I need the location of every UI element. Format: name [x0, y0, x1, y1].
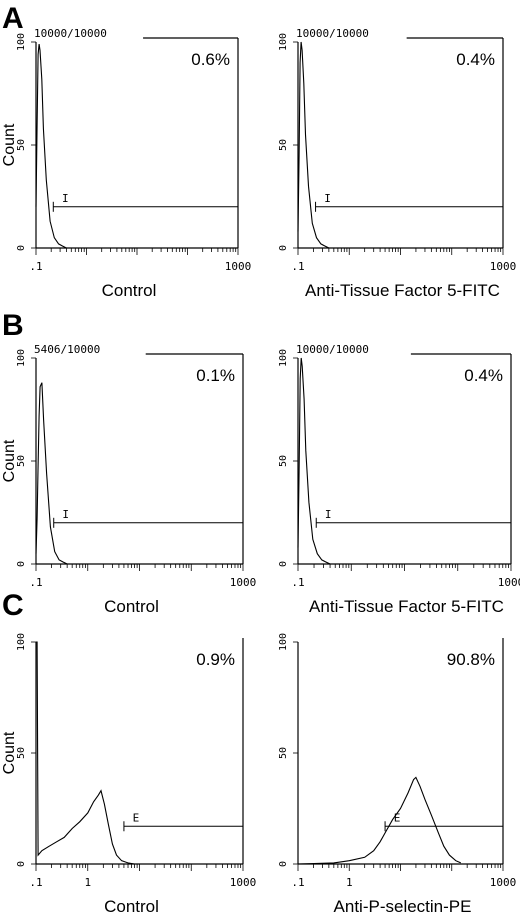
x-tick-label: 1000: [490, 260, 517, 273]
x-tick-label: .1: [291, 876, 304, 889]
gate-label: E: [394, 811, 401, 824]
histogram-panel-b-right: 100 50 0 .1 1000 10000/10000 0.4% I Anti-Tissue …: [278, 343, 520, 616]
y-tick-label: 0: [278, 245, 289, 251]
x-tick-label: 1000: [230, 576, 257, 589]
y-tick-label: 50: [16, 455, 27, 467]
gate-label: I: [324, 192, 331, 205]
y-tick-label: 0: [278, 861, 289, 867]
x-tick-label: 1: [346, 876, 353, 889]
histogram-panel-a-right: 100 50 0 .1 1000 10000/10000 0.4% I Anti-Tissue …: [278, 27, 516, 300]
percent-positive-label: 0.4%: [464, 366, 503, 385]
y-tick-label: 100: [278, 349, 289, 367]
y-tick-label: 0: [16, 561, 27, 567]
y-tick-label: 50: [278, 455, 289, 467]
histogram-curve: [36, 641, 135, 865]
x-axis-label: Anti-P-selectin-PE: [334, 897, 472, 913]
percent-positive-label: 0.9%: [196, 650, 235, 669]
histogram-curve: [35, 44, 67, 249]
y-tick-label: 100: [16, 349, 27, 367]
histogram-curve: [35, 382, 68, 565]
percent-positive-label: 90.8%: [447, 650, 495, 669]
panel-letter-a: A: [2, 2, 24, 35]
percent-positive-label: 0.4%: [456, 50, 495, 69]
x-tick-label: .1: [291, 576, 304, 589]
y-tick-label: 0: [278, 561, 289, 567]
event-count: 10000/10000: [296, 343, 369, 356]
y-tick-label: 0: [16, 861, 27, 867]
histogram-curve: [297, 776, 462, 865]
event-count: 10000/10000: [296, 27, 369, 40]
x-tick-label: 1: [84, 876, 91, 889]
y-tick-label: 100: [278, 33, 289, 51]
x-tick-label: 1000: [490, 876, 517, 889]
y-tick-label: 50: [16, 747, 27, 759]
gate-label: I: [62, 192, 69, 205]
panel-letter-b: B: [2, 309, 24, 342]
percent-positive-label: 0.6%: [191, 50, 230, 69]
y-tick-label: 50: [278, 747, 289, 759]
y-tick-label: 50: [16, 139, 27, 151]
gate-label: I: [62, 508, 69, 521]
x-tick-label: .1: [29, 260, 42, 273]
x-tick-label: .1: [29, 576, 42, 589]
y-tick-label: 100: [16, 633, 27, 651]
histogram-panel-c-left: C 100 50 0 .1 1 1000 0.9% E Control Count: [1, 589, 256, 913]
x-tick-label: 1000: [498, 576, 520, 589]
x-tick-label: .1: [291, 260, 304, 273]
y-tick-label: 50: [278, 139, 289, 151]
event-count: 5406/10000: [34, 343, 100, 356]
x-tick-label: 1000: [225, 260, 252, 273]
x-axis-label: Control: [102, 281, 157, 300]
histogram-curve: [297, 41, 330, 249]
y-tick-label: 0: [16, 245, 27, 251]
gate-label: E: [133, 811, 140, 824]
x-axis-label: Anti-Tissue Factor 5-FITC: [309, 597, 504, 616]
event-count: 10000/10000: [34, 27, 107, 40]
y-axis-label: Count: [1, 731, 18, 774]
y-tick-label: 100: [278, 633, 289, 651]
x-axis-label: Control: [104, 897, 159, 913]
histogram-panel-b-left: B 100 50 0 .1 1000 5406/10000 0.1% I Control Count: [1, 309, 256, 616]
x-axis-label: Control: [104, 597, 159, 616]
panel-letter-c: C: [2, 589, 24, 622]
y-tick-label: 100: [16, 33, 27, 51]
x-axis-label: Anti-Tissue Factor 5-FITC: [305, 281, 500, 300]
percent-positive-label: 0.1%: [196, 366, 235, 385]
x-tick-label: 1000: [230, 876, 257, 889]
y-axis-label: Count: [1, 439, 18, 482]
histogram-panel-c-right: 100 50 0 .1 1 1000 90.8% E Anti-P-selectin-PE: [278, 633, 516, 913]
y-axis-label: Count: [1, 123, 18, 166]
histogram-curve: [297, 357, 331, 565]
gate-label: I: [325, 508, 332, 521]
x-tick-label: .1: [29, 876, 42, 889]
